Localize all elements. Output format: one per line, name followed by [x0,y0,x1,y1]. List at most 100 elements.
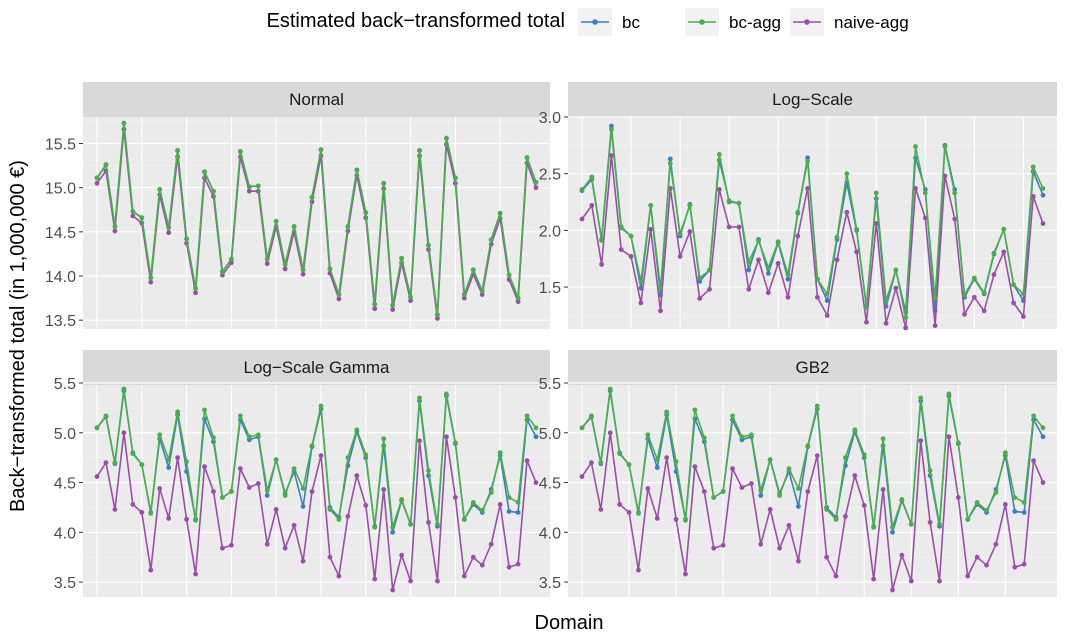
data-point-naive-agg [777,545,782,551]
data-point-bc-agg [899,497,905,502]
data-point-bc-agg [962,292,967,298]
data-point-bc-agg [598,460,604,466]
data-point-naive-agg [246,485,252,490]
data-point-naive-agg [408,298,413,304]
data-point-bc-agg [1031,413,1036,419]
series-line-bc-agg [581,128,1044,319]
data-point-bc-agg [372,524,378,530]
data-point-bc-agg [993,490,999,495]
data-point-bc-agg [918,395,924,401]
data-point-naive-agg [94,474,100,479]
data-point-naive-agg [1031,458,1036,464]
data-point-naive-agg [461,295,467,301]
data-point-bc-agg [417,148,422,153]
data-point-bc-agg [854,226,860,232]
y-axis-label: Back−transformed total (in 1,000,000 €) [7,160,29,512]
data-point-bc [758,493,764,498]
data-point-bc [697,278,703,284]
data-point-naive-agg [363,503,369,508]
data-point-bc-agg [667,161,673,166]
y-tick-label: 14.0 [45,269,76,286]
data-point-bc-agg [1020,291,1026,297]
data-point-naive-agg [524,458,530,464]
data-point-naive-agg [883,320,889,326]
data-point-naive-agg [1002,502,1008,507]
y-tick-label: 5.0 [539,426,561,443]
data-point-naive-agg [291,522,297,528]
data-point-naive-agg [617,502,623,507]
data-point-naive-agg [237,466,243,472]
data-point-naive-agg [598,507,604,512]
data-point-naive-agg [1012,564,1018,570]
data-point-bc-agg [470,267,476,273]
data-point-bc-agg [677,231,683,237]
data-point-bc-agg [327,507,333,512]
data-point-naive-agg [805,186,810,191]
data-point-bc-agg [121,386,127,392]
data-point-naive-agg [785,294,791,300]
data-point-bc-agg [506,495,512,500]
data-point-naive-agg [991,272,997,277]
data-point-naive-agg [130,502,136,507]
data-point-naive-agg [687,229,693,234]
data-point-naive-agg [861,503,867,508]
data-point-naive-agg [654,515,660,521]
data-point-bc-agg [363,210,369,215]
data-point-naive-agg [913,186,918,191]
y-tick-label: 1.5 [539,280,561,297]
data-point-naive-agg [697,295,703,301]
y-tick-label: 14.5 [45,225,76,242]
data-point-bc-agg [903,315,909,321]
data-point-bc-agg [777,493,782,498]
data-point-naive-agg [220,545,225,551]
data-point-naive-agg [399,552,405,558]
data-point-naive-agg [1021,561,1027,567]
data-point-naive-agg [228,542,234,548]
data-point-naive-agg [626,509,632,515]
legend-label: bc [622,13,640,32]
data-point-naive-agg [864,319,869,325]
data-point-bc-agg [291,466,297,472]
data-point-bc-agg [824,291,830,297]
data-point-bc-agg [589,413,594,419]
y-tick-label: 15.5 [45,137,76,154]
data-point-bc-agg [726,199,732,205]
data-point-naive-agg [756,257,761,263]
data-point-naive-agg [648,226,654,232]
data-point-bc-agg [707,267,712,273]
data-point-naive-agg [937,578,942,584]
data-point-bc-agg [282,262,288,267]
series-line-bc-agg [96,388,537,529]
data-point-bc-agg [599,238,605,243]
y-tick-label: 15.0 [45,181,76,198]
data-point-bc [654,465,660,471]
data-point-bc-agg [524,413,530,419]
data-point-naive-agg [854,249,860,255]
data-point-bc-agg [193,517,198,523]
plot-background [83,117,550,329]
data-point-naive-agg [193,290,198,296]
panel-title: Log−Scale [772,90,853,109]
data-point-naive-agg [103,460,109,466]
data-point-naive-agg [795,233,801,239]
data-point-naive-agg [711,545,717,551]
data-point-bc-agg [94,425,100,431]
data-point-bc-agg [157,432,163,438]
data-point-bc [609,123,614,129]
data-point-naive-agg [139,509,145,515]
data-point-naive-agg [922,215,928,221]
data-point-bc-agg [399,255,405,261]
data-point-naive-agg [372,576,378,582]
data-point-bc-agg [984,508,989,513]
y-tick-label: 2.0 [539,223,561,240]
data-point-bc-agg [354,167,360,173]
data-point-naive-agg [775,260,781,266]
data-point-bc-agg [711,495,717,500]
data-point-naive-agg [739,485,745,490]
data-point-bc [166,465,172,471]
data-point-bc [264,493,270,498]
data-point-bc-agg [843,455,848,461]
data-point-naive-agg [354,473,360,478]
data-point-naive-agg [795,558,801,564]
data-point-bc-agg [452,440,458,446]
